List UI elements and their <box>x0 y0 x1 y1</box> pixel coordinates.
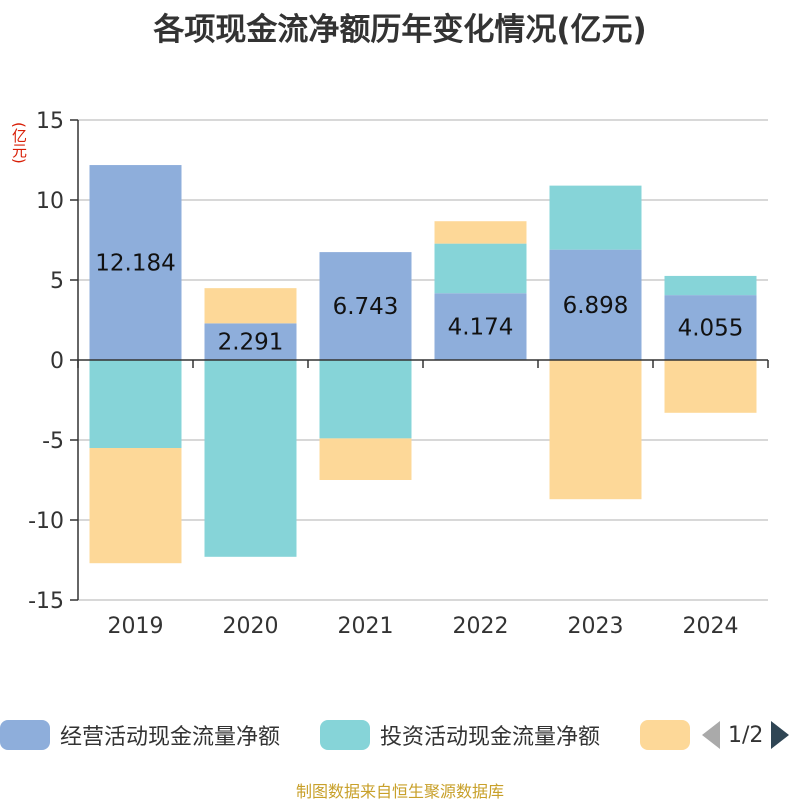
bar-series-0 <box>319 252 412 360</box>
legend-next-page-icon[interactable] <box>771 721 790 749</box>
data-label: 6.898 <box>563 293 629 319</box>
data-label: 12.184 <box>95 251 175 277</box>
x-tick-label: 2023 <box>568 614 624 639</box>
legend-item-investing[interactable]: 投资活动现金流量净额 <box>320 716 600 754</box>
y-tick-label: -5 <box>42 429 64 454</box>
legend-item-operating[interactable]: 经营活动现金流量净额 <box>0 716 280 754</box>
bar-series-1 <box>434 243 527 294</box>
legend-swatch-investing <box>320 720 370 750</box>
data-label: 2.291 <box>218 330 284 356</box>
y-tick-label: 0 <box>50 349 64 374</box>
x-tick-label: 2020 <box>223 614 279 639</box>
data-label: 4.174 <box>448 315 514 341</box>
x-tick-label: 2024 <box>683 614 739 639</box>
y-axis-unit-label: (亿元) <box>10 122 28 164</box>
legend-label-operating: 经营活动现金流量净额 <box>60 725 281 750</box>
data-label: 6.743 <box>333 294 399 320</box>
bar-series-1 <box>319 360 412 439</box>
y-tick-label: 15 <box>36 109 64 134</box>
bar-series-2 <box>434 221 527 244</box>
legend-label-investing: 投资活动现金流量净额 <box>380 725 601 750</box>
legend-prev-page-icon[interactable] <box>702 721 720 749</box>
legend-page-indicator: 1/2 <box>728 722 764 748</box>
bar-series-2 <box>549 360 642 500</box>
bar-series-0 <box>89 165 182 360</box>
bar-series-0 <box>204 323 297 360</box>
legend-swatch-operating <box>0 720 50 750</box>
chart-title: 各项现金流净额历年变化情况(亿元) <box>153 12 647 48</box>
x-tick-label: 2022 <box>453 614 509 639</box>
bar-series-0 <box>434 293 527 360</box>
bar-series-0 <box>549 249 642 360</box>
legend-swatch-third-series <box>640 720 690 750</box>
y-tick-label: -15 <box>28 589 64 614</box>
bar-series-0 <box>664 295 757 360</box>
x-tick-label: 2021 <box>338 614 394 639</box>
legend: 经营活动现金流量净额 投资活动现金流量净额 1/2 <box>0 716 800 756</box>
data-source-footer: 制图数据来自恒生聚源数据库 <box>295 782 504 801</box>
bar-series-2 <box>204 288 297 324</box>
bar-series-2 <box>319 438 412 480</box>
legend-pager: 1/2 <box>702 718 790 752</box>
bar-series-2 <box>664 360 757 413</box>
x-tick-label: 2019 <box>108 614 164 639</box>
y-tick-label: -10 <box>28 509 64 534</box>
data-label: 4.055 <box>678 316 744 342</box>
y-tick-label: 5 <box>50 269 64 294</box>
bar-series-1 <box>664 275 757 296</box>
bar-series-1 <box>89 360 182 448</box>
y-tick-label: 10 <box>36 189 64 214</box>
bar-series-1 <box>549 185 642 250</box>
bar-series-2 <box>89 448 182 564</box>
bar-series-1 <box>204 360 297 557</box>
legend-item-third-series[interactable] <box>640 716 690 754</box>
